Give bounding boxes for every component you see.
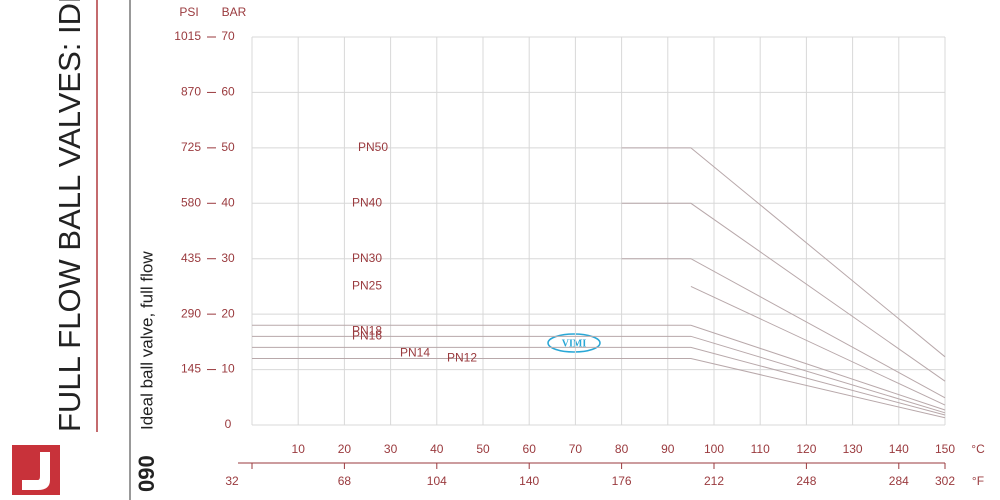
series-line xyxy=(252,357,946,419)
series-label: PN16 xyxy=(352,328,382,342)
series-line xyxy=(252,335,946,414)
side-title: FULL FLOW BALL VALVES: IDEAL xyxy=(52,0,87,432)
watermark: VIMI xyxy=(547,333,601,353)
y-tick-label: 70 xyxy=(221,29,235,43)
series-label: PN18 xyxy=(352,323,382,337)
x-tick-label: 40 xyxy=(430,442,444,456)
axis-title: BAR xyxy=(222,5,247,19)
y-tick-label: 20 xyxy=(221,306,235,320)
x-tick-label: 140 xyxy=(889,442,909,456)
x-tick-label: 80 xyxy=(615,442,629,456)
y2-tick-label: 435 xyxy=(181,251,201,265)
x-tick-label: 130 xyxy=(843,442,863,456)
series-label: PN50 xyxy=(358,140,388,154)
watermark-text: VIMI xyxy=(562,338,587,349)
x-tick-label: 70 xyxy=(569,442,583,456)
x2-tick-label: 104 xyxy=(427,474,447,488)
y-tick-label: 30 xyxy=(221,251,235,265)
series-line xyxy=(252,324,946,411)
series-line xyxy=(621,147,946,358)
axis-title: PSI xyxy=(179,5,198,19)
series-label: PN30 xyxy=(352,251,382,265)
y2-tick-label: 145 xyxy=(181,362,201,376)
x2-tick-label: 302 xyxy=(935,474,955,488)
y2-tick-label: 580 xyxy=(181,195,201,209)
y2-tick-label: 290 xyxy=(181,306,201,320)
x-tick-label: 20 xyxy=(338,442,352,456)
y2-tick-label: 725 xyxy=(181,140,201,154)
x-unit: °C xyxy=(971,442,985,456)
x-tick-label: 10 xyxy=(292,442,306,456)
x2-tick-label: 140 xyxy=(519,474,539,488)
y-tick-label: 10 xyxy=(221,362,235,376)
x-tick-label: 150 xyxy=(935,442,955,456)
x-tick-label: 60 xyxy=(523,442,537,456)
y-tick-label: 0 xyxy=(225,417,232,431)
y-tick-label: 60 xyxy=(221,85,235,99)
series-label: PN12 xyxy=(447,351,477,365)
subtitle: Ideal ball valve, full flow xyxy=(137,251,156,430)
x2-tick-label: 32 xyxy=(225,474,239,488)
series-line xyxy=(690,285,946,406)
x-tick-label: 120 xyxy=(796,442,816,456)
x2-tick-label: 68 xyxy=(338,474,352,488)
series-label: PN14 xyxy=(400,346,430,360)
code: 090 xyxy=(134,455,159,492)
x-tick-label: 110 xyxy=(751,442,770,456)
series-line xyxy=(621,258,946,399)
series-line xyxy=(252,346,946,416)
series-label: PN40 xyxy=(352,195,382,209)
x-tick-label: 30 xyxy=(384,442,398,456)
series-line xyxy=(621,202,946,382)
x2-tick-label: 212 xyxy=(704,474,724,488)
x2-tick-label: 248 xyxy=(796,474,816,488)
x2-tick-label: 176 xyxy=(612,474,632,488)
y-tick-label: 50 xyxy=(221,140,235,154)
y-tick-label: 40 xyxy=(221,195,235,209)
x-tick-label: 50 xyxy=(476,442,490,456)
x2-unit: °F xyxy=(972,474,984,488)
y2-tick-label: 1015 xyxy=(174,29,201,43)
x-tick-label: 100 xyxy=(704,442,724,456)
series-label: PN25 xyxy=(352,279,382,293)
x-tick-label: 90 xyxy=(661,442,675,456)
logo xyxy=(12,445,60,495)
x2-tick-label: 284 xyxy=(889,474,909,488)
y2-tick-label: 870 xyxy=(181,85,201,99)
